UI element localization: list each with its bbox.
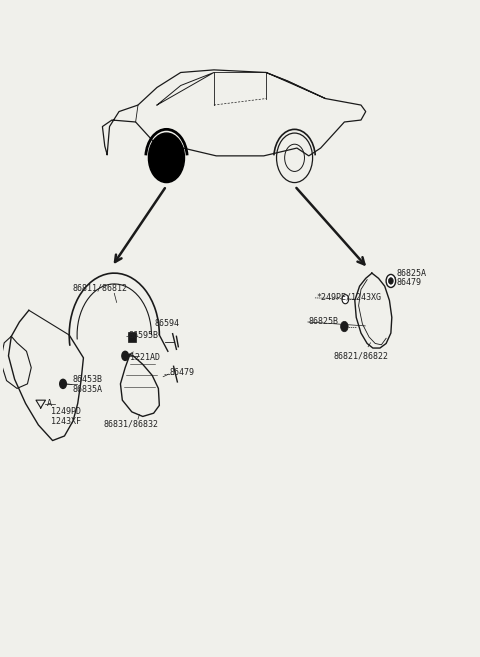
Circle shape — [342, 294, 348, 304]
Text: 86825A: 86825A — [396, 269, 427, 278]
Text: 86594: 86594 — [155, 319, 180, 328]
Circle shape — [148, 133, 184, 183]
Bar — [128, 332, 136, 342]
Text: 1221AD: 1221AD — [130, 353, 160, 361]
Circle shape — [122, 351, 129, 361]
Text: 1249PD: 1249PD — [51, 407, 81, 416]
Text: 86835A: 86835A — [73, 385, 103, 394]
Text: 86831/86832: 86831/86832 — [103, 420, 158, 429]
Text: 86453B: 86453B — [73, 374, 103, 384]
Text: *249PE/1243XG: *249PE/1243XG — [316, 293, 381, 302]
Text: 86479: 86479 — [396, 279, 421, 287]
Text: 1243XF: 1243XF — [51, 417, 81, 426]
Text: A: A — [47, 399, 51, 408]
Circle shape — [386, 275, 396, 288]
Text: 86811/86812: 86811/86812 — [72, 284, 128, 292]
Text: 86479: 86479 — [170, 369, 195, 377]
Circle shape — [388, 278, 393, 284]
Circle shape — [341, 321, 348, 332]
Circle shape — [60, 379, 66, 388]
Text: 86825B: 86825B — [309, 317, 339, 327]
Text: 86821/86822: 86821/86822 — [334, 351, 388, 360]
Text: 86595B: 86595B — [129, 330, 158, 340]
